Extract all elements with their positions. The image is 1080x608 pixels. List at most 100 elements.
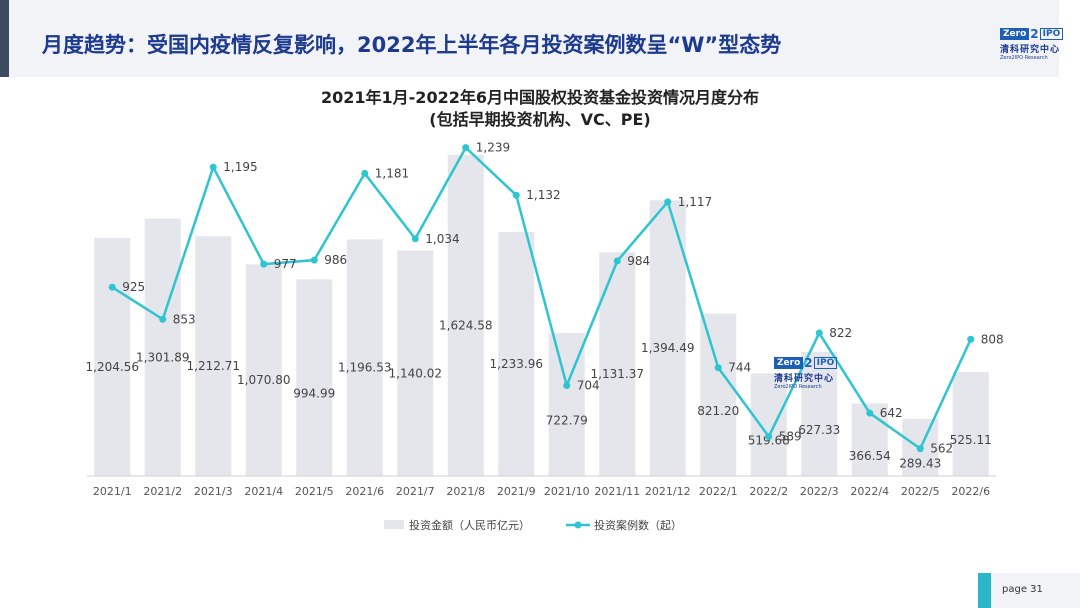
line-point	[765, 433, 773, 441]
line-point	[714, 364, 722, 372]
x-tick-label: 2022/4	[850, 485, 889, 498]
line-value-label: 704	[577, 379, 600, 393]
x-tick-label: 2021/8	[446, 485, 485, 498]
bar-value-label: 1,394.49	[641, 341, 694, 355]
line-value-label: 1,181	[375, 166, 409, 180]
x-tick-label: 2021/9	[497, 485, 536, 498]
bar	[599, 252, 636, 476]
bar-value-label: 1,212.71	[187, 359, 240, 373]
line-point	[967, 335, 975, 343]
legend-swatch-marker	[574, 521, 582, 529]
bar	[447, 154, 484, 476]
watermark-zero-text: Zero	[774, 357, 804, 369]
line-value-label: 1,195	[223, 160, 257, 174]
bar-value-label: 289.43	[899, 456, 941, 470]
line-value-label: 642	[880, 406, 903, 420]
bar-value-label: 1,070.80	[237, 373, 290, 387]
line-point	[159, 315, 167, 323]
watermark-logo: Zero 2 IPO 清科研究中心 Zero2IPO Research	[774, 356, 838, 390]
bar-value-label: 366.54	[849, 449, 891, 463]
bar	[346, 239, 383, 476]
chart-title: 2021年1月-2022年6月中国股权投资基金投资情况月度分布	[321, 88, 759, 107]
x-tick-label: 2021/10	[544, 485, 590, 498]
line-value-label: 589	[779, 430, 802, 444]
watermark-name-cn: 清科研究中心	[774, 374, 835, 384]
bar-value-label: 1,624.58	[439, 318, 492, 332]
line-point	[411, 235, 419, 243]
watermark-two-text: 2	[804, 356, 813, 370]
page-title: 月度趋势：受国内疫情反复影响，2022年上半年各月投资案例数呈“W”型态势	[42, 33, 782, 57]
line-point	[260, 260, 268, 268]
bar-value-label: 1,301.89	[136, 350, 189, 364]
line-value-label: 986	[324, 253, 347, 267]
logo-name-en: Zero2IPO Research	[1000, 55, 1048, 61]
header-background	[0, 0, 1059, 77]
line-value-label: 925	[122, 280, 145, 294]
bar-value-label: 1,204.56	[86, 360, 139, 374]
logo-ipo-text: IPO	[1039, 28, 1064, 40]
x-tick-label: 2021/3	[194, 485, 233, 498]
line-value-label: 1,034	[425, 232, 459, 246]
line-value-label: 562	[930, 442, 953, 456]
bar	[750, 373, 787, 476]
x-tick-label: 2021/5	[295, 485, 334, 498]
line-value-label: 1,239	[476, 141, 510, 155]
line-point	[361, 169, 369, 177]
bar-value-label: 994.99	[293, 387, 335, 401]
footer-accent-bar	[978, 573, 991, 608]
line-point	[462, 144, 470, 152]
bar-value-label: 1,233.96	[490, 357, 543, 371]
x-tick-label: 2022/2	[749, 485, 788, 498]
x-tick-label: 2021/6	[345, 485, 384, 498]
bar-value-label: 821.20	[697, 404, 739, 418]
x-tick-label: 2022/1	[699, 485, 738, 498]
x-tick-label: 2022/5	[901, 485, 940, 498]
line-point	[512, 191, 520, 199]
line-value-label: 808	[981, 332, 1004, 346]
bar	[649, 200, 686, 476]
line-point	[563, 382, 571, 390]
x-tick-label: 2021/1	[93, 485, 132, 498]
bar-value-label: 722.79	[546, 414, 588, 428]
bar	[801, 351, 838, 476]
x-tick-label: 2021/2	[143, 485, 182, 498]
x-tick-label: 2022/3	[800, 485, 839, 498]
x-tick-label: 2021/12	[645, 485, 691, 498]
line-value-label: 822	[829, 326, 852, 340]
x-tick-label: 2021/4	[244, 485, 283, 498]
zero2ipo-logo: Zero 2 IPO 清科研究中心 Zero2IPO Research	[1000, 27, 1064, 61]
logo-zero-text: Zero	[1000, 28, 1030, 40]
bar	[94, 237, 131, 476]
bar-value-label: 525.11	[950, 433, 992, 447]
bar	[952, 372, 989, 476]
bar	[195, 236, 232, 476]
watermark-ipo-text: IPO	[813, 357, 838, 369]
line-point	[613, 257, 621, 265]
bar-value-label: 1,140.02	[389, 366, 442, 380]
bar-value-label: 1,131.37	[591, 367, 644, 381]
bar	[144, 218, 181, 477]
x-tick-label: 2021/11	[594, 485, 640, 498]
line-point	[916, 445, 924, 453]
bar	[700, 313, 737, 476]
footer-background	[991, 573, 1080, 608]
line-point	[108, 283, 116, 291]
watermark-name-en: Zero2IPO Research	[774, 384, 822, 390]
line-point	[664, 198, 672, 206]
legend-swatch-bar	[384, 520, 404, 529]
logo-name-cn: 清科研究中心	[1000, 45, 1061, 55]
bar	[296, 279, 333, 476]
line-value-label: 744	[728, 361, 751, 375]
line-value-label: 1,132	[526, 188, 560, 202]
bar	[397, 250, 434, 476]
line-point	[866, 409, 874, 417]
header-accent-bar	[0, 0, 9, 77]
x-tick-label: 2022/6	[951, 485, 990, 498]
logo-two-text: 2	[1030, 27, 1039, 41]
legend-label-line: 投资案例数（起）	[594, 518, 682, 532]
line-point	[310, 256, 318, 264]
bar-value-label: 1,196.53	[338, 361, 391, 375]
page-number: page 31	[1002, 584, 1043, 595]
line-point	[815, 329, 823, 337]
